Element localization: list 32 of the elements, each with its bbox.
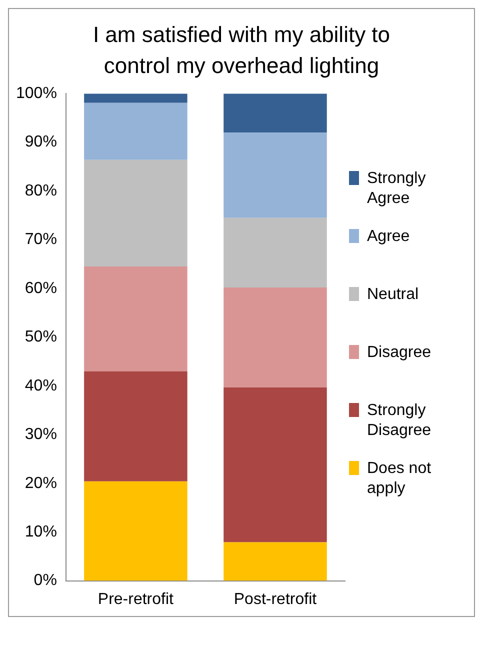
y-tick-label: 80%	[24, 182, 57, 200]
bar	[224, 94, 327, 133]
bar	[84, 481, 188, 581]
y-tick-label: 60%	[24, 280, 57, 297]
bar	[84, 371, 188, 482]
bar	[224, 288, 327, 388]
bar	[224, 387, 327, 542]
bar	[84, 266, 188, 372]
y-tick-label: 30%	[24, 426, 57, 444]
y-tick-label: 40%	[24, 377, 57, 394]
legend-label: Agree	[367, 226, 410, 246]
bar	[224, 218, 327, 288]
y-tick-label: 20%	[24, 474, 57, 492]
bar	[224, 542, 327, 581]
bar	[84, 94, 188, 103]
x-tick-label: Pre-retrofit	[98, 590, 174, 608]
y-tick-label: 70%	[24, 231, 57, 248]
legend-label: Strongly Agree	[367, 168, 427, 208]
bar	[84, 102, 188, 160]
chart-title: I am satisfied with my ability to control my overhead lighting	[92, 21, 392, 80]
y-tick-label: 100%	[16, 85, 57, 102]
legend-label: Neutral	[367, 284, 419, 304]
x-tick-label: Post-retrofit	[234, 590, 318, 608]
y-tick-label: 90%	[24, 134, 57, 151]
legend-label: Strongly Disagree	[367, 400, 432, 440]
y-tick-label: 0%	[34, 572, 57, 590]
legend-label: Disagree	[367, 342, 432, 362]
bar	[84, 160, 188, 267]
y-tick-label: 10%	[24, 523, 57, 540]
y-tick-label: 50%	[24, 328, 57, 346]
legend-label: Does not apply	[367, 458, 432, 498]
bar	[224, 132, 327, 218]
